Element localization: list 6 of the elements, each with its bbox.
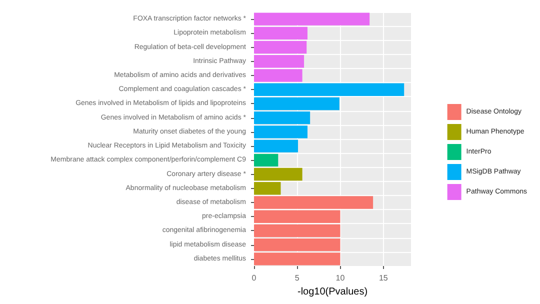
x-tick-label: 10 [336,274,346,282]
bar [254,154,278,167]
x-tick-label: 0 [252,274,257,282]
x-tick-label: 15 [378,274,388,282]
x-tick-label: 5 [294,274,300,282]
x-axis-title: -log10(Pvalues) [297,286,368,298]
